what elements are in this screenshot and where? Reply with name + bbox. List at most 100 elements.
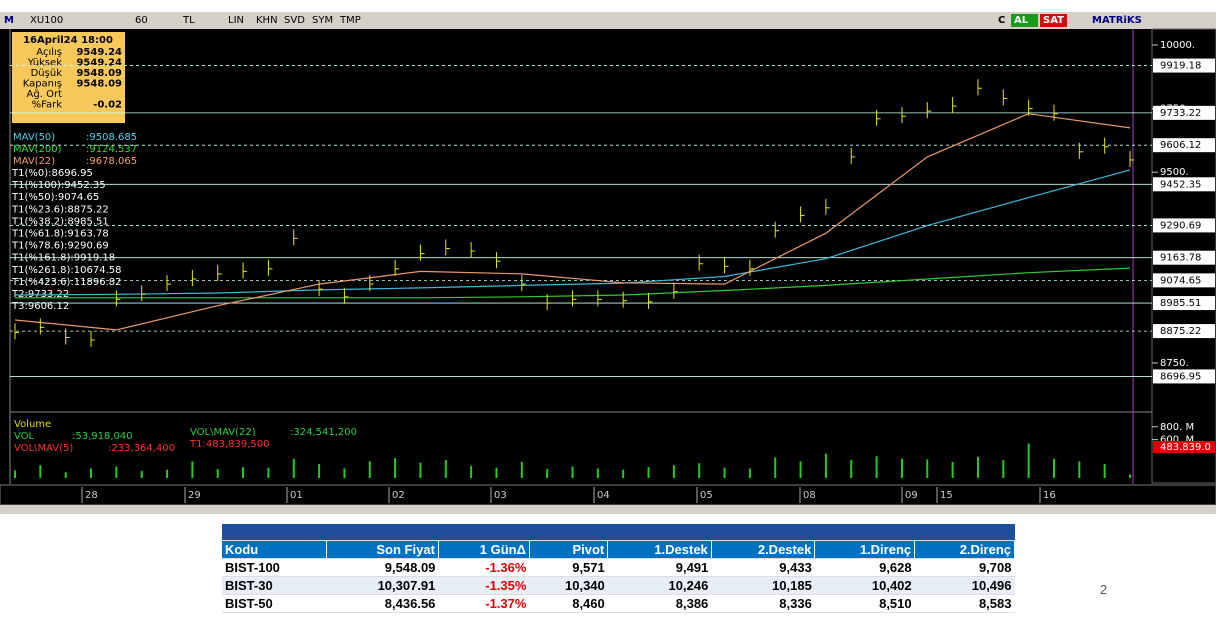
volume-bar (520, 462, 523, 478)
toolbar (0, 12, 1216, 29)
level-tick-label: 8985.51 (1160, 298, 1201, 309)
price-bar (673, 282, 678, 299)
date-label: 28 (85, 490, 98, 501)
scrollbar (0, 505, 1216, 514)
price-bar (1078, 142, 1084, 159)
toolbar-button[interactable]: SAT (1043, 15, 1064, 26)
price-bar (926, 102, 932, 119)
level-tick-label: 9074.65 (1160, 275, 1201, 286)
toolbar-button[interactable]: TMP (339, 15, 361, 26)
date-label: 02 (392, 490, 405, 501)
level-label: T1(%261.8):10674.58 (11, 265, 122, 276)
price-bar (191, 270, 197, 287)
info-label: %Fark (32, 100, 63, 111)
volume-bar (242, 467, 245, 478)
level-tick-label: 8875.22 (1160, 326, 1201, 337)
level-label: T1(%38.2):8985.51 (11, 216, 109, 227)
price-bar (952, 97, 957, 114)
table-row: BIST-50 8,436.56 -1.37% 8,460 8,386 8,336 8,51… (222, 594, 1015, 613)
price-bar (39, 318, 45, 335)
level-box (1153, 177, 1215, 192)
toolbar-button[interactable]: C (998, 15, 1005, 26)
table-row: BIST-30 10,307.91 -1.35% 10,340 10,246 10,185… (222, 576, 1015, 595)
volume-value: :324,541,200 (290, 427, 357, 438)
currency[interactable]: TL (182, 15, 195, 26)
table-cell: 9,628 (814, 558, 915, 577)
volume-bar (216, 469, 219, 478)
chart-background (0, 29, 1216, 513)
volume-value: :233,364,400 (108, 443, 175, 454)
table-cell: 9,491 (607, 558, 712, 577)
table-header: Kodu Son Fiyat 1 GünΔ Pivot 1.Destek 2.Destek… (222, 540, 1015, 559)
volume-bar (318, 463, 321, 478)
info-label: Ağ. Ort (27, 88, 63, 100)
table-cell: 8,436.56 (326, 594, 439, 613)
price-bar (369, 275, 374, 292)
date-label: 03 (494, 490, 507, 501)
volume-bar (39, 465, 42, 478)
info-label: Düşük (31, 68, 63, 79)
table-cell: 9,708 (914, 558, 1015, 577)
y-tick-label: 10000. (1160, 40, 1195, 51)
level-tick-label: 8696.95 (1160, 371, 1201, 382)
table-cell: 8,583 (914, 594, 1015, 613)
toolbar-button[interactable]: LIN (228, 15, 244, 26)
price-bar (1028, 99, 1033, 116)
toolbar-button[interactable]: AL (1014, 15, 1029, 26)
table-cell: 9,433 (711, 558, 815, 577)
volume-label: VOL\MAV(22) (190, 427, 256, 438)
level-tick-label: 9290.69 (1160, 220, 1201, 231)
level-label: T1(%50):9074.65 (11, 192, 99, 203)
volume-bar (1103, 463, 1106, 478)
table-cell: -1.35% (438, 576, 530, 595)
toolbar-button-bg (1040, 14, 1067, 27)
date-label: 01 (290, 490, 303, 501)
price-bar (901, 107, 906, 124)
info-box (12, 32, 125, 123)
price-bar (293, 229, 298, 246)
price-bar (521, 275, 526, 292)
volume-bar (850, 460, 853, 478)
level-label: T1(%161.8):9919.18 (11, 253, 115, 264)
volume-bar (1027, 443, 1030, 478)
level-tick-label: 9606.12 (1160, 140, 1201, 151)
volume-bar (115, 466, 118, 478)
table-cell: BIST-100 (222, 558, 327, 577)
table-cell: 10,340 (529, 576, 608, 595)
info-value: 9549.24 (76, 47, 122, 58)
volume-bar (419, 462, 422, 478)
volume-bar (824, 453, 827, 478)
header-cell: 2.Destek (711, 540, 816, 559)
y-tick-label: 9500. (1160, 167, 1189, 178)
date-label: 29 (188, 490, 201, 501)
info-value: 9548.09 (76, 68, 122, 79)
volume-bar (596, 468, 599, 478)
indicator-value: :9678.065 (86, 156, 137, 167)
volume-bar (900, 458, 903, 478)
level-tick-label: 9919.18 (1160, 61, 1201, 72)
volume-bar (64, 472, 67, 478)
price-bar (495, 252, 501, 269)
toolbar-button-bg (1011, 14, 1038, 27)
price-bar (90, 331, 96, 348)
volume-bar (698, 463, 701, 478)
indicator-label: MAV(22) (13, 156, 55, 167)
table-top-bar (222, 524, 1015, 541)
volume-bar (343, 468, 346, 478)
price-bar (597, 290, 602, 307)
date-label: 15 (940, 490, 953, 501)
toolbar-button[interactable]: SYM (312, 15, 333, 26)
period[interactable]: 60 (135, 15, 148, 26)
toolbar-button[interactable]: KHN (256, 15, 278, 26)
price-bar (242, 262, 248, 279)
price-bar (141, 285, 146, 302)
price-bar (14, 323, 19, 340)
volume-title: Volume (14, 419, 51, 430)
table-cell: -1.36% (438, 558, 530, 577)
price-bar (166, 275, 172, 292)
toolbar-button[interactable]: SVD (284, 15, 305, 26)
volume-bar (1078, 461, 1081, 478)
indicator-label: MAV(50) (13, 132, 55, 143)
volume-bar (546, 469, 549, 478)
info-label: Açılış (36, 47, 62, 58)
